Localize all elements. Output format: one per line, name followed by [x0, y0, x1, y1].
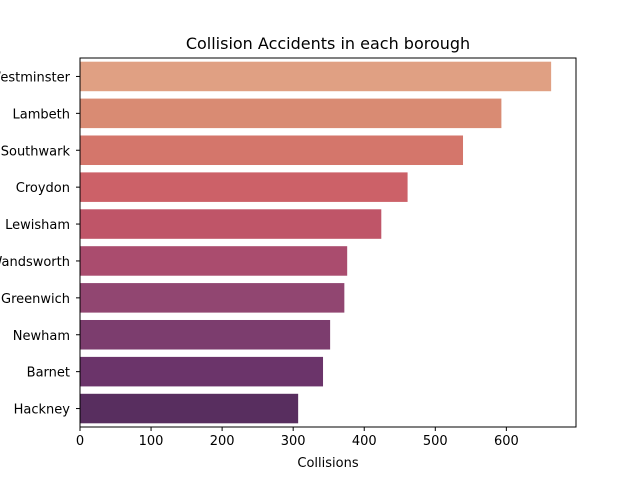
bars-group [80, 61, 552, 424]
bar-barnet [80, 356, 324, 387]
y-tick-label: Lambeth [13, 107, 70, 122]
bar-hackney [80, 393, 299, 424]
chart-title: Collision Accidents in each borough [186, 34, 470, 53]
x-tick-label: 500 [423, 434, 448, 449]
bar-lewisham [80, 209, 382, 239]
y-tick-label: Barnet [27, 366, 70, 381]
y-tick-label: Lewisham [5, 218, 70, 233]
x-tick-label: 300 [281, 434, 306, 449]
x-tick-label: 200 [210, 434, 235, 449]
x-tick-label: 600 [494, 434, 519, 449]
y-tick-label: Westminster [0, 70, 71, 85]
x-tick-label: 400 [352, 434, 377, 449]
bar-southwark [80, 135, 464, 166]
y-tick-label: Hackney [14, 403, 71, 418]
bar-greenwich [80, 283, 345, 313]
x-tick-label: 0 [76, 434, 84, 449]
y-tick-label: Croydon [16, 181, 70, 196]
y-tick-label: Southwark [1, 144, 71, 159]
bar-westminster [80, 61, 552, 92]
x-tick-label: 100 [139, 434, 164, 449]
x-axis-label: Collisions [297, 456, 358, 471]
y-tick-label: Newham [13, 329, 70, 344]
bar-wandsworth [80, 246, 348, 276]
bar-lambeth [80, 98, 502, 129]
y-axis-ticks: Westminster Lambeth Southwark Croydon Lewish… [0, 70, 80, 418]
y-tick-label: Greenwich [1, 292, 70, 307]
bar-newham [80, 319, 331, 350]
x-axis-ticks: 0 100 200 300 400 500 600 [76, 427, 519, 449]
plot-frame [79, 57, 577, 428]
bar-croydon [80, 172, 408, 202]
y-tick-label: Wandsworth [0, 255, 70, 270]
